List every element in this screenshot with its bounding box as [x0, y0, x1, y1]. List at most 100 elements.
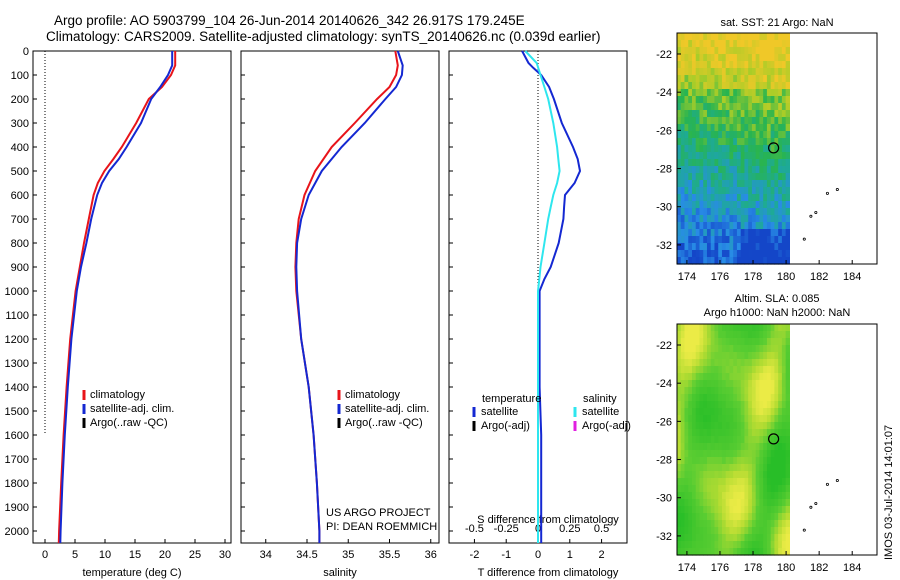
sla_map-cell	[766, 366, 772, 374]
sla_map-cell	[729, 380, 734, 388]
sst_map-cell	[699, 75, 704, 83]
sla_map-cell	[710, 338, 716, 346]
sla_map-cell	[695, 471, 701, 479]
sla_map-cell	[755, 352, 761, 360]
sla_map-cell	[680, 492, 686, 500]
sla_map-cell	[748, 471, 753, 479]
sla_map-cell	[725, 520, 731, 528]
sla_map-cell	[721, 485, 727, 493]
sst_map-cell	[766, 166, 772, 174]
sst_map-cell	[733, 89, 738, 97]
sst_map-cell	[736, 166, 742, 174]
sla_map-cell	[740, 527, 746, 535]
sla_map-cell	[744, 380, 749, 388]
sst_map-cell	[729, 103, 734, 111]
sla_map-cell	[729, 324, 734, 332]
sst_map-cell	[736, 61, 742, 69]
sla_map-cell	[729, 429, 734, 437]
sla_map-cell	[710, 541, 716, 549]
sst_map-cell	[706, 131, 712, 139]
sla_map-cell	[691, 471, 697, 479]
sla_map-cell	[725, 415, 731, 423]
sla_map-cell	[718, 373, 723, 381]
sla_map-cell	[748, 366, 753, 374]
sla_map-cell	[774, 331, 779, 339]
sst_map-cell	[688, 194, 693, 202]
sst_map-ytick-label: -32	[656, 240, 672, 252]
sst_map-cell	[748, 257, 753, 265]
sla_map-cell	[759, 464, 764, 472]
sst_map-cell	[718, 82, 723, 90]
sst_map-cell	[695, 61, 701, 69]
sst_map-cell	[774, 131, 779, 139]
sst_map-cell	[766, 110, 772, 118]
sla_map-cell	[736, 331, 742, 339]
difference-legend-sal-entry: satellite	[582, 406, 619, 418]
sla_map-cell	[706, 520, 712, 528]
sst_map-cell	[684, 159, 689, 167]
sla_map-cell	[677, 408, 682, 416]
sst_map-cell	[714, 61, 719, 69]
sla_map-cell	[740, 541, 746, 549]
sst_map-cell	[733, 33, 738, 41]
sla_map-cell	[729, 415, 734, 423]
sla_map-cell	[684, 387, 689, 395]
sst_map-cell	[755, 138, 761, 146]
sla_map-cell	[781, 485, 787, 493]
sst_map-cell	[695, 89, 701, 97]
sla_map-cell	[774, 513, 779, 521]
sla_map-cell	[718, 520, 723, 528]
sst_map-cell	[688, 222, 693, 230]
sla_map-cell	[770, 380, 776, 388]
sla_map-cell	[733, 366, 738, 374]
sst_map-cell	[751, 124, 757, 132]
sst_map-cell	[691, 103, 697, 111]
sst_map-cell	[703, 257, 708, 265]
sla_map-cell	[703, 471, 708, 479]
sst_map-cell	[680, 89, 686, 97]
sst_map-cell	[718, 159, 723, 167]
sst_map-cell	[721, 138, 727, 146]
sst_map-cell	[691, 82, 697, 90]
sst_map-cell	[718, 173, 723, 181]
sst_map-cell	[733, 208, 738, 216]
sst_map-cell	[778, 201, 783, 209]
sst_map-cell	[729, 117, 734, 125]
sst_map-cell	[748, 194, 753, 202]
sst_map-cell	[763, 68, 768, 76]
sla_map-cell	[778, 478, 783, 486]
sla_map-cell	[781, 380, 787, 388]
sla_map-cell	[718, 464, 723, 472]
temperature-xtick-label: 15	[129, 549, 141, 561]
difference-xlabel2: S difference from climatology	[477, 514, 619, 526]
sla_map-cell	[755, 401, 761, 409]
sst_map-cell	[751, 40, 757, 48]
sst_map-cell	[703, 138, 708, 146]
sst_map-cell	[736, 110, 742, 118]
sla_map-cell	[785, 408, 790, 416]
sla_map-cell	[751, 352, 757, 360]
sla_map-cell	[691, 373, 697, 381]
sla_map-cell	[748, 450, 753, 458]
sst_map-cell	[691, 208, 697, 216]
sst_map-cell	[778, 257, 783, 265]
sla_map-cell	[699, 366, 704, 374]
sst_map-cell	[729, 243, 734, 251]
sst_map-cell	[714, 215, 719, 223]
difference-xtick-label: 1	[567, 549, 573, 561]
sst_map-cell	[691, 173, 697, 181]
sst_map-cell	[684, 68, 689, 76]
sla_map-cell	[691, 527, 697, 535]
sst_map-cell	[721, 54, 727, 62]
sst_map-cell	[684, 201, 689, 209]
sst_map-cell	[729, 250, 734, 258]
sst_map-cell	[740, 138, 746, 146]
sla_map-cell	[688, 436, 693, 444]
sst_map-cell	[755, 33, 761, 41]
sst_map-cell	[744, 159, 749, 167]
sla_map-cell	[677, 548, 682, 556]
sst_map-cell	[736, 201, 742, 209]
sla_map-cell	[721, 338, 727, 346]
sst_map-cell	[688, 229, 693, 237]
sst_map-cell	[774, 40, 779, 48]
